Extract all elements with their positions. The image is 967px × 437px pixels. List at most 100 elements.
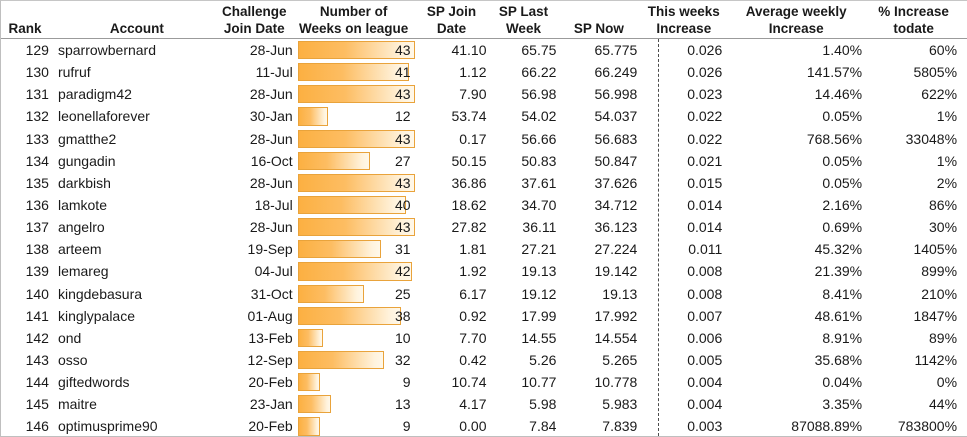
cell-pct-increase-todate: 1847% bbox=[913, 307, 958, 324]
weeks-data-bar bbox=[297, 195, 407, 215]
weeks-value: 43 bbox=[395, 42, 411, 59]
header-line: Number of bbox=[319, 4, 388, 19]
weeks-value: 9 bbox=[402, 374, 411, 391]
cell-weeks-on-league: 25 bbox=[297, 283, 417, 305]
table-row: 143 osso 12-Sep 32 0.42 5.26 5.265 0.005… bbox=[1, 349, 967, 371]
cell-sp-last-week: 50.83 bbox=[521, 152, 557, 169]
column-header-sp-last-week: SP Last Week bbox=[491, 1, 561, 38]
cell-rank: 139 bbox=[25, 263, 49, 280]
cell-account: lemareg bbox=[57, 263, 109, 280]
header-line: Increase bbox=[768, 21, 824, 36]
cell-rank: 132 bbox=[25, 108, 49, 125]
cell-average-weekly-increase: 0.69% bbox=[822, 219, 863, 236]
weeks-data-bar bbox=[297, 85, 415, 104]
weeks-value: 25 bbox=[395, 285, 411, 302]
weeks-data-bar bbox=[297, 306, 401, 325]
table-row: 137 angelro 28-Jun 43 27.82 36.11 36.123… bbox=[1, 216, 967, 238]
weeks-data-bar bbox=[297, 41, 415, 60]
cell-account: giftedwords bbox=[57, 374, 130, 391]
cell-sp-now: 5.983 bbox=[602, 396, 638, 413]
cell-sp-join-date: 6.17 bbox=[459, 285, 487, 302]
cell-sp-now: 56.998 bbox=[594, 86, 638, 103]
table-header-row: Rank Account Challenge Join Date Number … bbox=[1, 1, 967, 39]
cell-pct-increase-todate: 0% bbox=[936, 374, 958, 391]
cell-sp-now: 10.778 bbox=[594, 374, 638, 391]
cell-average-weekly-increase: 2.16% bbox=[822, 197, 863, 214]
cell-pct-increase-todate: 2% bbox=[936, 174, 958, 191]
header-line: This weeks bbox=[647, 4, 720, 19]
cell-average-weekly-increase: 8.41% bbox=[822, 285, 863, 302]
cell-challenge-join-date: 16-Oct bbox=[250, 152, 293, 169]
cell-weeks-on-league: 43 bbox=[297, 83, 417, 105]
cell-weeks-on-league: 43 bbox=[297, 172, 417, 194]
cell-account: angelro bbox=[57, 219, 105, 236]
cell-this-weeks-increase: 0.014 bbox=[687, 219, 723, 236]
cell-pct-increase-todate: 60% bbox=[929, 42, 958, 59]
cell-pct-increase-todate: 33048% bbox=[905, 130, 958, 147]
header-line: Join Date bbox=[223, 21, 285, 36]
cell-rank: 138 bbox=[25, 241, 49, 258]
cell-sp-last-week: 7.84 bbox=[529, 418, 557, 435]
cell-rank: 141 bbox=[25, 307, 49, 324]
cell-rank: 137 bbox=[25, 219, 49, 236]
cell-sp-last-week: 56.98 bbox=[521, 86, 557, 103]
cell-pct-increase-todate: 783800% bbox=[897, 418, 958, 435]
header-line: Week bbox=[505, 21, 541, 36]
cell-this-weeks-increase: 0.008 bbox=[687, 285, 723, 302]
cell-weeks-on-league: 41 bbox=[297, 61, 417, 83]
column-header-this-weeks-increase: This weeks Increase bbox=[645, 1, 730, 38]
cell-pct-increase-todate: 622% bbox=[921, 86, 958, 103]
weeks-data-bar bbox=[297, 395, 331, 414]
cell-sp-now: 56.683 bbox=[594, 130, 638, 147]
cell-account: gmatthe2 bbox=[57, 130, 117, 147]
cell-weeks-on-league: 38 bbox=[297, 305, 417, 327]
cell-sp-join-date: 0.00 bbox=[459, 418, 487, 435]
cell-pct-increase-todate: 899% bbox=[921, 263, 958, 280]
cell-sp-join-date: 7.70 bbox=[459, 329, 487, 346]
cell-this-weeks-increase: 0.026 bbox=[687, 64, 723, 81]
cell-average-weekly-increase: 48.61% bbox=[814, 307, 863, 324]
cell-account: optimusprime90 bbox=[57, 418, 158, 435]
weeks-value: 13 bbox=[395, 396, 411, 413]
cell-weeks-on-league: 9 bbox=[297, 371, 417, 393]
weeks-data-bar bbox=[297, 373, 320, 392]
cell-account: gungadin bbox=[57, 152, 116, 169]
cell-this-weeks-increase: 0.023 bbox=[687, 86, 723, 103]
cell-rank: 134 bbox=[25, 152, 49, 169]
cell-average-weekly-increase: 0.05% bbox=[822, 108, 863, 125]
cell-rank: 142 bbox=[25, 329, 49, 346]
weeks-data-bar bbox=[297, 240, 382, 259]
header-line bbox=[58, 3, 216, 20]
cell-average-weekly-increase: 0.05% bbox=[822, 174, 863, 191]
cell-sp-join-date: 4.17 bbox=[459, 396, 487, 413]
cell-this-weeks-increase: 0.007 bbox=[687, 307, 723, 324]
cell-sp-join-date: 41.10 bbox=[451, 42, 487, 59]
cell-pct-increase-todate: 86% bbox=[929, 197, 958, 214]
weeks-data-bar bbox=[297, 218, 415, 237]
cell-sp-now: 66.249 bbox=[594, 64, 638, 81]
weeks-value: 27 bbox=[395, 152, 411, 169]
cell-challenge-join-date: 13-Feb bbox=[248, 329, 293, 346]
cell-challenge-join-date: 30-Jan bbox=[249, 108, 293, 125]
header-line: Weeks on league bbox=[298, 21, 409, 36]
table-row: 136 lamkote 18-Jul 40 18.62 34.70 34.712… bbox=[1, 194, 967, 216]
table-row: 135 darkbish 28-Jun 43 36.86 37.61 37.62… bbox=[1, 172, 967, 194]
cell-rank: 140 bbox=[25, 285, 49, 302]
cell-this-weeks-increase: 0.021 bbox=[687, 152, 723, 169]
cell-weeks-on-league: 42 bbox=[297, 260, 417, 282]
cell-sp-last-week: 27.21 bbox=[521, 241, 557, 258]
table-row: 133 gmatthe2 28-Jun 43 0.17 56.66 56.683… bbox=[1, 128, 967, 150]
cell-sp-now: 17.992 bbox=[594, 307, 638, 324]
cell-weeks-on-league: 31 bbox=[297, 238, 417, 260]
cell-account: kinglypalace bbox=[57, 307, 136, 324]
cell-sp-now: 5.265 bbox=[602, 352, 638, 369]
table-row: 146 optimusprime90 20-Feb 9 0.00 7.84 7.… bbox=[1, 415, 967, 436]
cell-sp-now: 27.224 bbox=[594, 241, 638, 258]
header-line: todate bbox=[893, 21, 934, 36]
weeks-value: 43 bbox=[395, 86, 411, 103]
weeks-data-bar bbox=[297, 328, 323, 347]
cell-average-weekly-increase: 35.68% bbox=[814, 352, 863, 369]
cell-challenge-join-date: 28-Jun bbox=[249, 219, 293, 236]
weeks-value: 43 bbox=[395, 130, 411, 147]
